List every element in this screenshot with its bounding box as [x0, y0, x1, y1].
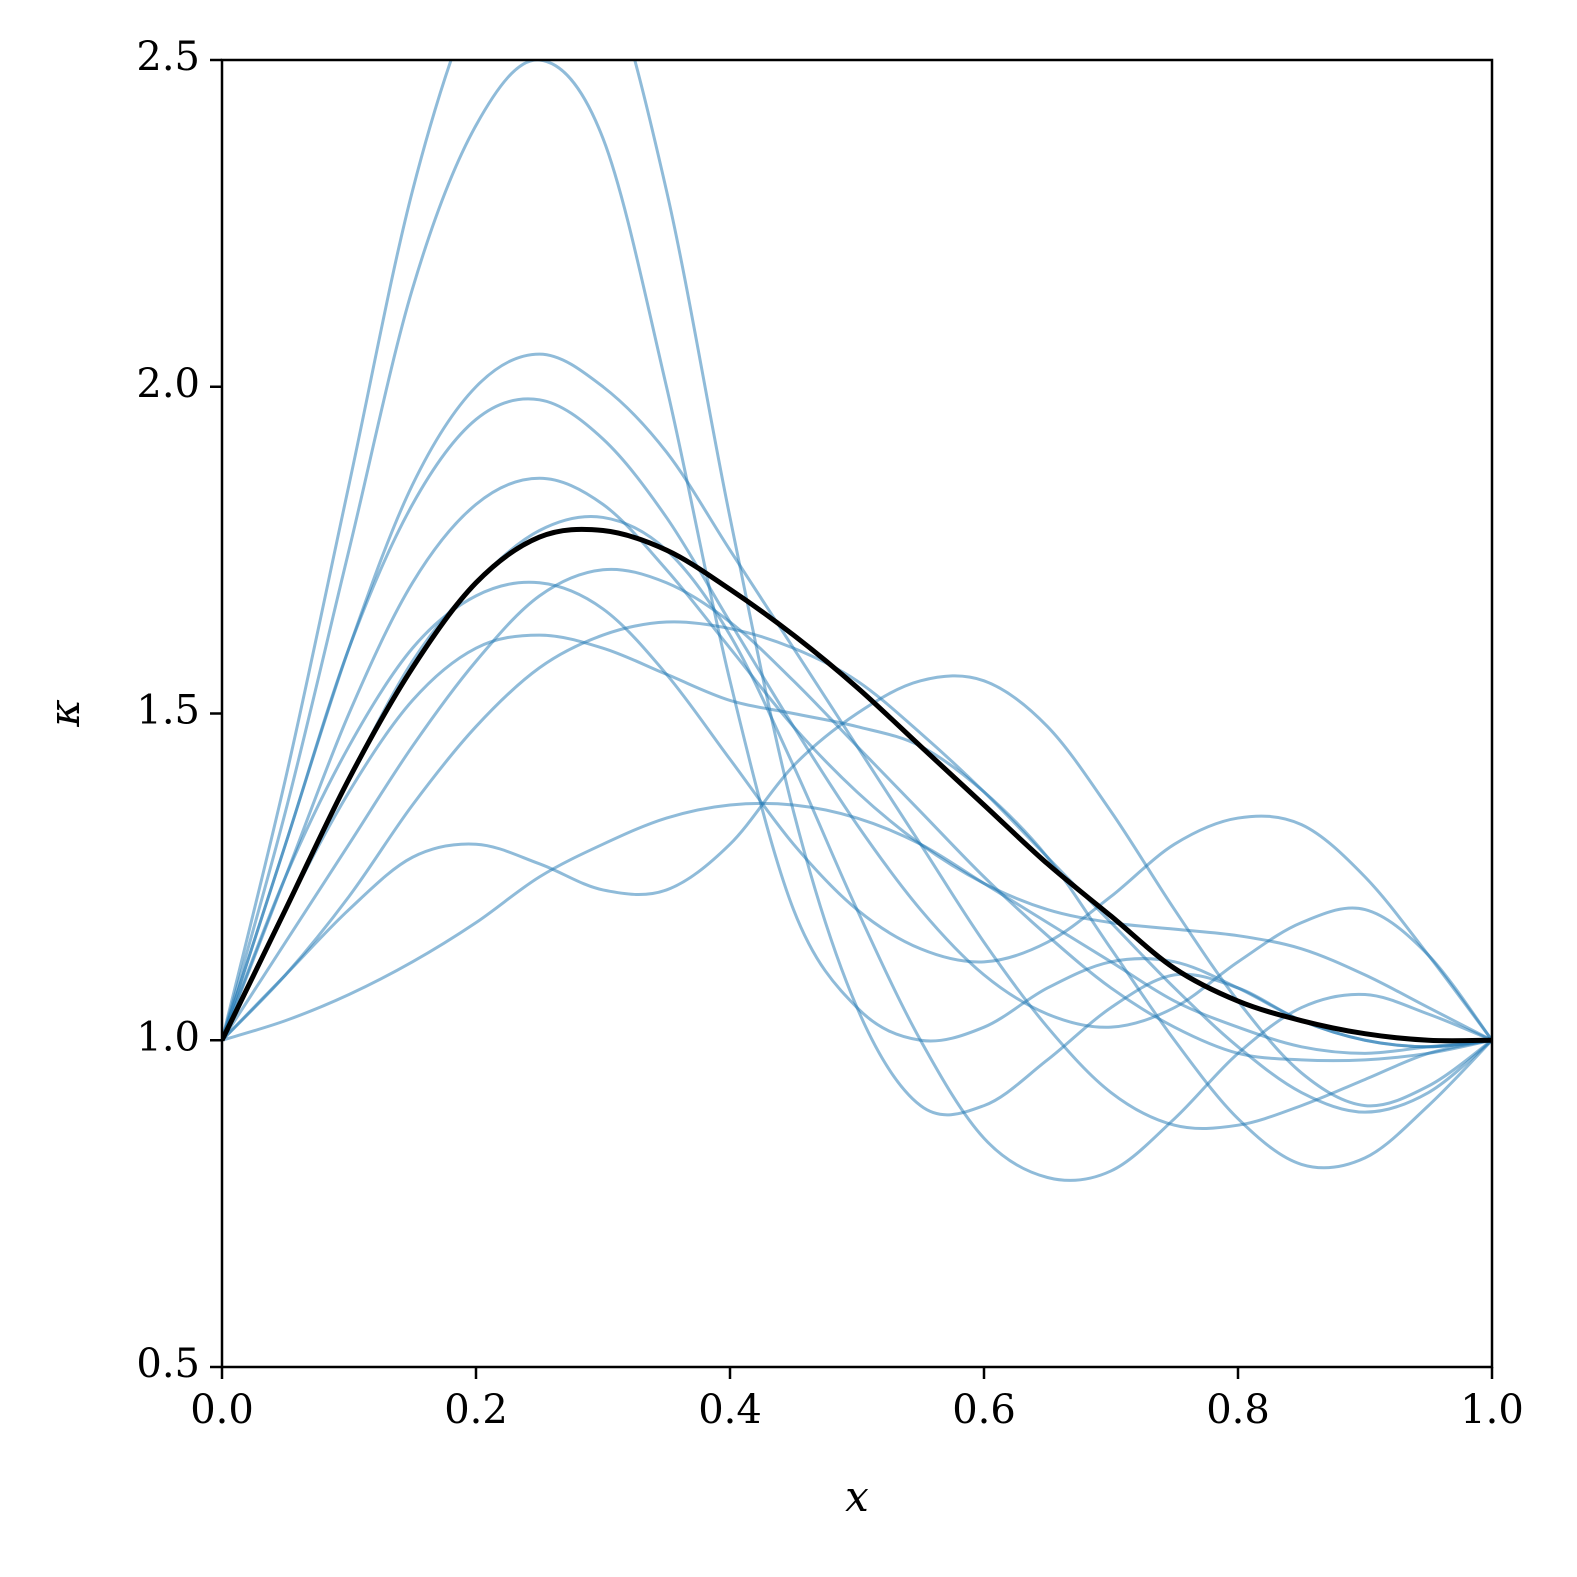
- y-axis-label: κ: [40, 699, 89, 728]
- sample-curve: [222, 515, 1492, 1182]
- sample-curve: [222, 60, 1492, 1049]
- x-axis-label: x: [845, 1472, 869, 1521]
- sample-curve: [222, 567, 1492, 1063]
- sample-curve: [222, 476, 1492, 1042]
- x-tick-label: 0.8: [1206, 1387, 1270, 1433]
- x-tick-label: 0.2: [444, 1387, 508, 1433]
- x-tick-label: 0.4: [698, 1387, 762, 1433]
- sample-curve: [222, 633, 1492, 1170]
- sample-curve: [222, 60, 1492, 1117]
- y-tick-label: 2.5: [136, 34, 200, 80]
- plot-area: [222, 60, 1492, 1182]
- x-tick-label: 0.6: [952, 1387, 1016, 1433]
- sample-curve: [222, 620, 1492, 1114]
- sample-curve: [222, 580, 1492, 1042]
- y-tick-label: 2.0: [136, 361, 200, 407]
- mean-curve: [222, 526, 1492, 1044]
- y-tick-label: 1.5: [136, 688, 200, 734]
- sample-curve: [222, 801, 1492, 1055]
- sample-curve: [222, 674, 1492, 1108]
- y-tick-label: 1.0: [136, 1014, 200, 1060]
- x-tick-label: 1.0: [1460, 1387, 1524, 1433]
- sample-curve: [222, 397, 1492, 1042]
- x-tick-label: 0.0: [190, 1387, 254, 1433]
- sample-curve: [222, 352, 1492, 1131]
- y-tick-label: 0.5: [136, 1341, 200, 1387]
